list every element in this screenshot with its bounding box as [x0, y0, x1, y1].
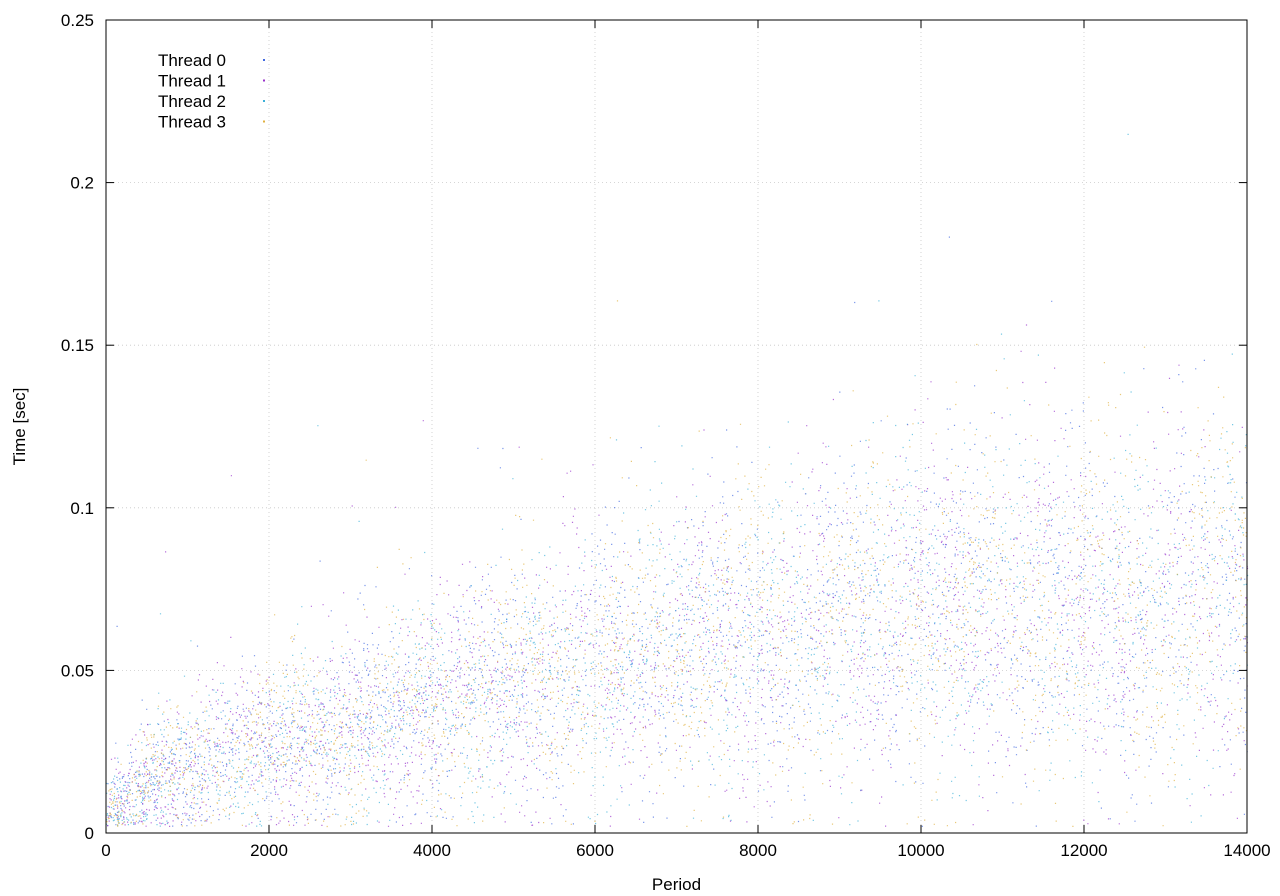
x-tick-label: 8000 [739, 841, 777, 860]
legend-label: Thread 1 [158, 72, 226, 91]
legend-marker [263, 100, 265, 102]
x-tick-label: 6000 [576, 841, 614, 860]
legend-marker [263, 59, 265, 61]
legend-marker [263, 120, 265, 123]
y-tick-label: 0.05 [61, 661, 94, 680]
x-tick-label: 10000 [897, 841, 944, 860]
x-tick-label: 12000 [1060, 841, 1107, 860]
y-axis-label: Time [sec] [10, 388, 29, 466]
x-tick-label: 4000 [413, 841, 451, 860]
legend-label: Thread 3 [158, 113, 226, 132]
y-tick-label: 0.1 [70, 499, 94, 518]
series-points-0 [107, 236, 1248, 827]
x-tick-label: 2000 [250, 841, 288, 860]
y-tick-label: 0 [85, 824, 94, 843]
legend-label: Thread 0 [158, 51, 226, 70]
series-points-2 [106, 133, 1249, 827]
x-axis-label: Period [652, 875, 701, 894]
axis-ticks [105, 19, 1248, 834]
data-points [106, 133, 1249, 828]
y-tick-labels: 0 0.05 0.1 0.15 0.2 0.25 [61, 11, 94, 843]
series-points-1 [107, 324, 1249, 827]
plot-frame [105, 19, 1248, 834]
legend-marker [263, 79, 265, 82]
y-tick-label: 0.15 [61, 336, 94, 355]
x-tick-label: 14000 [1223, 841, 1270, 860]
y-tick-label: 0.2 [70, 174, 94, 193]
series-points-3 [106, 300, 1248, 828]
x-tick-labels: 0 2000 4000 6000 8000 10000 12000 14000 [101, 841, 1270, 860]
x-tick-label: 0 [101, 841, 110, 860]
legend-label: Thread 2 [158, 92, 226, 111]
y-tick-label: 0.25 [61, 11, 94, 30]
